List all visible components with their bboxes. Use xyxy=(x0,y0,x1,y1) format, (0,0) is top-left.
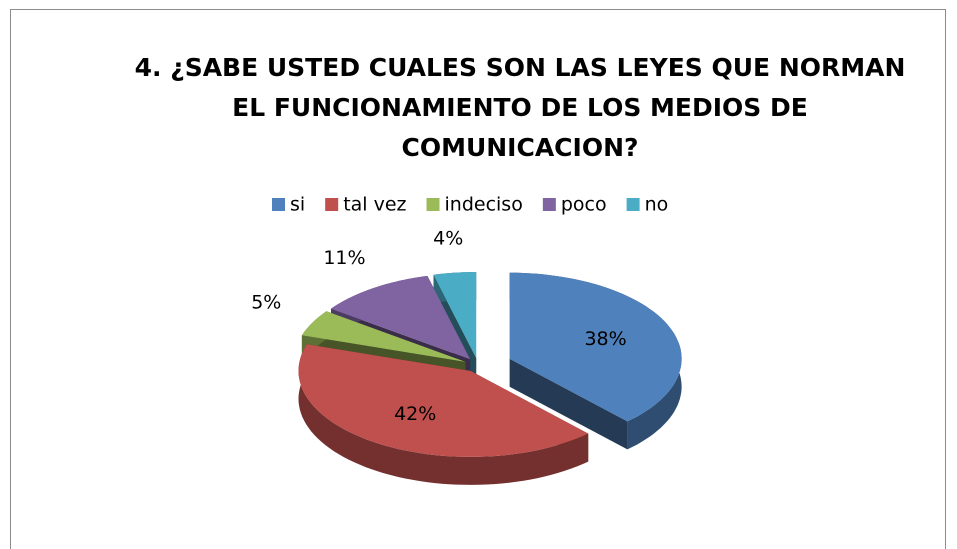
data-label: 38% xyxy=(584,328,626,350)
legend-label: no xyxy=(645,194,669,216)
legend-label: si xyxy=(290,194,305,216)
legend-swatch xyxy=(543,198,556,211)
data-label: 4% xyxy=(433,228,463,250)
data-label: 11% xyxy=(323,247,365,269)
legend-label: poco xyxy=(561,194,607,216)
legend-swatch xyxy=(272,198,285,211)
legend-label: indeciso xyxy=(445,194,523,216)
legend-swatch xyxy=(325,198,338,211)
data-label: 42% xyxy=(394,403,436,425)
legend-swatch xyxy=(627,198,640,211)
legend-swatch xyxy=(427,198,440,211)
data-label: 5% xyxy=(251,292,281,314)
legend-label: tal vez xyxy=(343,194,406,216)
